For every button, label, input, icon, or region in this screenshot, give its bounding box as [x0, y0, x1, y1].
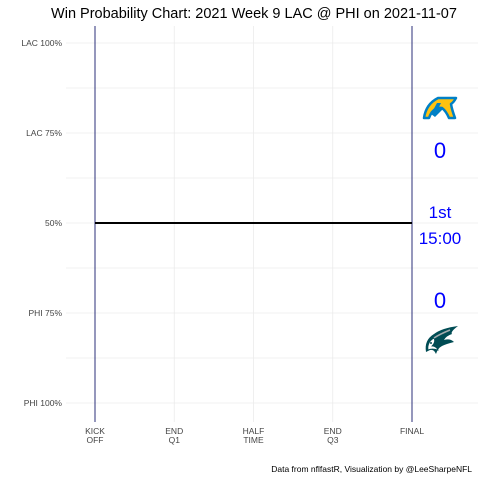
chart-title: Win Probability Chart: 2021 Week 9 LAC @…: [51, 6, 457, 22]
x-tick-label: END Q1: [165, 426, 183, 445]
chargers-logo: [422, 96, 458, 120]
y-tick-label: PHI 75%: [28, 308, 62, 318]
y-tick-label: PHI 100%: [24, 398, 63, 408]
x-tick-label: END Q3: [324, 426, 342, 445]
y-axis-tick-labels: LAC 100% LAC 75% 50% PHI 75% PHI 100%: [21, 38, 62, 408]
away-team-score: 0: [434, 138, 446, 163]
x-axis-tick-labels: KICK OFF END Q1 HALF TIME END Q3 FINAL: [85, 426, 424, 445]
x-tick-label: KICK OFF: [85, 426, 105, 445]
game-quarter: 1st: [429, 203, 452, 222]
home-team-score: 0: [434, 288, 446, 313]
x-tick-label: HALF TIME: [243, 426, 265, 445]
y-tick-label: LAC 100%: [21, 38, 62, 48]
game-clock-time: 15:00: [419, 229, 462, 248]
x-tick-label: FINAL: [400, 426, 424, 436]
y-tick-label: LAC 75%: [26, 128, 62, 138]
chart-caption: Data from nflfastR, Visualization by @Le…: [271, 464, 472, 474]
eagles-logo: [425, 326, 458, 354]
y-tick-label: 50%: [45, 218, 62, 228]
